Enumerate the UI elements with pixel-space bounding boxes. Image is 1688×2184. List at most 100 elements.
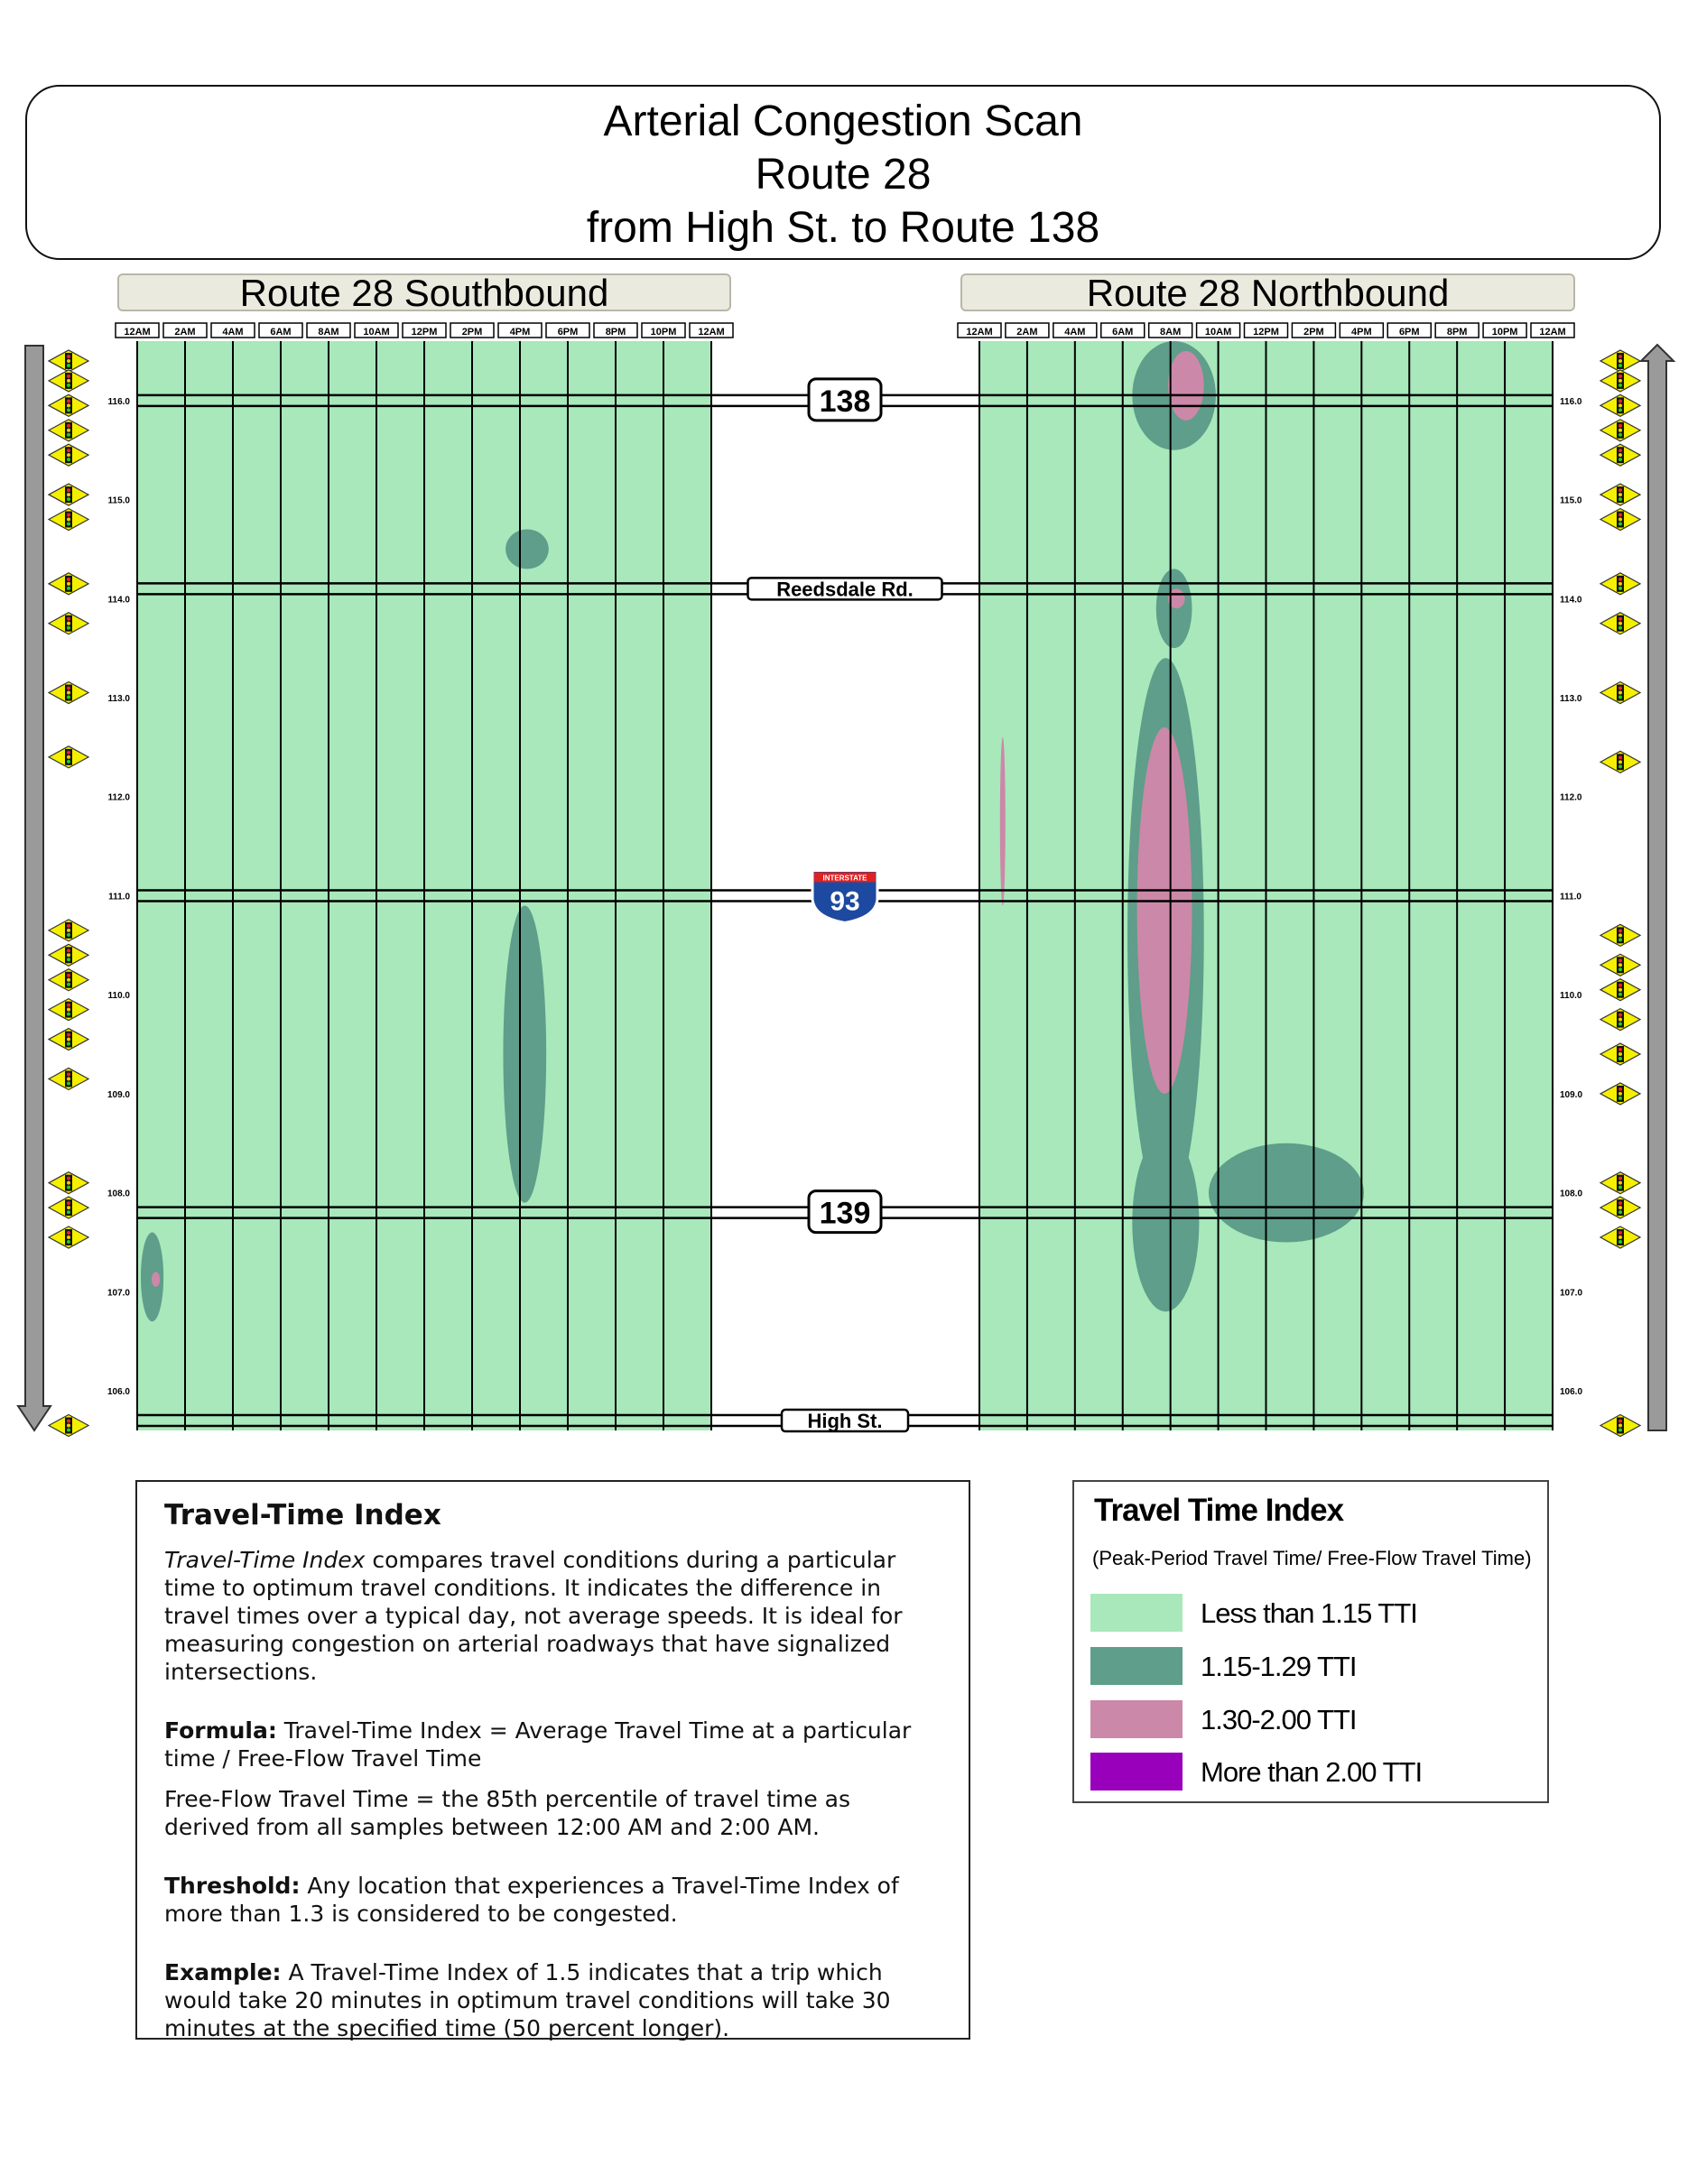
southbound-mile-tick-label: 116.0 xyxy=(108,397,131,407)
route-shield-label: 138 xyxy=(820,384,871,419)
traffic-signal-green xyxy=(1618,432,1622,437)
legend-swatch xyxy=(1090,1700,1183,1738)
southbound-time-tick-label: 12AM xyxy=(124,327,150,338)
traffic-signal-green xyxy=(1618,1210,1622,1215)
northbound-congestion-region xyxy=(1155,569,1192,649)
traffic-signal-yellow xyxy=(1618,1235,1622,1240)
northbound-time-tick-box xyxy=(1005,322,1050,338)
legend-subtitle: (Peak-Period Travel Time/ Free-Flow Trav… xyxy=(1092,1547,1532,1569)
southbound-time-tick-box xyxy=(593,322,638,338)
traffic-signal-red xyxy=(67,616,70,621)
traffic-signal-red xyxy=(1618,1419,1622,1423)
traffic-signal-green xyxy=(1618,625,1622,630)
northbound-time-tick-label: 6AM xyxy=(1112,327,1133,338)
legend-swatch xyxy=(1090,1594,1183,1632)
traffic-signal-green xyxy=(67,625,70,630)
traffic-signal-red xyxy=(67,1201,70,1206)
traffic-signal-red xyxy=(1618,449,1622,453)
traffic-signal-yellow xyxy=(67,1007,70,1012)
traffic-signal-red xyxy=(67,354,70,358)
traffic-signal-red xyxy=(1618,755,1622,760)
interstate-shield xyxy=(811,868,879,924)
traffic-signal-yellow xyxy=(1618,690,1622,695)
traffic-signal-green xyxy=(1618,522,1622,526)
info-formula: Formula: Travel-Time Index = Average Tra… xyxy=(164,1717,941,1772)
traffic-signal-green xyxy=(1618,1022,1622,1026)
title-line-1: Arterial Congestion Scan xyxy=(603,97,1083,145)
traffic-signal-green xyxy=(67,432,70,437)
route-shield xyxy=(807,1189,883,1235)
southbound-mile-tick-label: 108.0 xyxy=(107,1189,130,1199)
northbound-mile-tick-label: 109.0 xyxy=(1560,1090,1582,1100)
southbound-congestion-region xyxy=(505,529,549,569)
traffic-signal-green xyxy=(67,586,70,590)
traffic-signal-yellow xyxy=(67,621,70,625)
northbound-congestion-region xyxy=(999,736,1006,906)
traffic-signal-yellow xyxy=(67,403,70,408)
traffic-signal-green xyxy=(1618,764,1622,769)
traffic-signal-red xyxy=(1618,1231,1622,1235)
legend-label: 1.15-1.29 TTI xyxy=(1201,1651,1358,1682)
northbound-congestion-region xyxy=(1136,726,1192,1094)
northbound-mile-tick-label: 115.0 xyxy=(1560,496,1582,506)
northbound-time-tick-box xyxy=(1387,322,1432,338)
traffic-signal-yellow xyxy=(1618,1423,1622,1428)
traffic-signal-green xyxy=(67,932,70,937)
info-threshold: Threshold: Any location that experiences… xyxy=(164,1872,941,1928)
traffic-signal-yellow xyxy=(1618,963,1622,967)
southbound-time-tick-box xyxy=(641,322,686,338)
traffic-signal-yellow xyxy=(1618,358,1622,363)
southbound-time-tick-box xyxy=(210,322,255,338)
northbound-time-tick-box xyxy=(1053,322,1098,338)
traffic-signal-green xyxy=(1618,1185,1622,1189)
traffic-signal-green xyxy=(67,497,70,502)
traffic-signal-green xyxy=(1618,695,1622,699)
northbound-mile-tick-label: 116.0 xyxy=(1560,397,1582,407)
traffic-signal-yellow xyxy=(67,1180,70,1185)
northbound-mile-tick-label: 110.0 xyxy=(1560,991,1582,1001)
southbound-time-tick-label: 12AM xyxy=(698,327,724,338)
northbound-mile-tick-label: 106.0 xyxy=(1560,1387,1582,1397)
traffic-signal-yellow xyxy=(67,581,70,586)
route-shield-label: 139 xyxy=(820,1197,871,1231)
traffic-signal-yellow xyxy=(67,358,70,363)
traffic-signal-yellow xyxy=(1618,378,1622,383)
northbound-time-tick-label: 4AM xyxy=(1064,327,1085,338)
legend-title: Travel Time Index xyxy=(1094,1493,1344,1528)
traffic-signal-green xyxy=(67,1012,70,1016)
traffic-signal-yellow xyxy=(67,1037,70,1041)
traffic-signal-red xyxy=(67,1003,70,1007)
title-box: Arterial Congestion Scan Route 28 from H… xyxy=(25,85,1661,260)
tti-info-box: Travel-Time Index Travel-Time Index comp… xyxy=(135,1480,970,2042)
northbound-time-tick-box xyxy=(957,322,1002,338)
northbound-time-tick-label: 2PM xyxy=(1303,327,1324,338)
southbound-time-tick-box xyxy=(689,322,734,338)
traffic-signal-red xyxy=(67,1072,70,1077)
traffic-signal-red xyxy=(1618,929,1622,933)
traffic-signal-red xyxy=(67,1032,70,1037)
traffic-signal-green xyxy=(1618,383,1622,387)
southbound-mile-tick-label: 114.0 xyxy=(108,595,131,605)
northbound-time-tick-label: 6PM xyxy=(1399,327,1420,338)
traffic-signal-yellow xyxy=(67,1077,70,1081)
traffic-signal-red xyxy=(1618,423,1622,428)
southbound-time-tick-label: 2AM xyxy=(174,327,195,338)
info-example: Example: A Travel-Time Index of 1.5 indi… xyxy=(164,1958,941,2042)
northbound-time-tick-box xyxy=(1195,322,1241,338)
traffic-signal-yellow xyxy=(67,1235,70,1240)
route-shield xyxy=(807,377,883,422)
northbound-time-tick-label: 12PM xyxy=(1253,327,1279,338)
traffic-signal-green xyxy=(1618,408,1622,412)
street-label: Reedsdale Rd. xyxy=(776,578,914,600)
southbound-direction-arrow xyxy=(16,345,52,1432)
traffic-signal-green xyxy=(67,958,70,962)
traffic-signal-green xyxy=(1618,1057,1622,1061)
northbound-time-tick-label: 8PM xyxy=(1447,327,1468,338)
traffic-signal-red xyxy=(67,750,70,754)
traffic-signal-yellow xyxy=(1618,517,1622,522)
traffic-signal-red xyxy=(67,949,70,953)
traffic-signal-green xyxy=(67,383,70,387)
info-heading: Travel-Time Index xyxy=(164,1499,441,1532)
traffic-signal-yellow xyxy=(1618,428,1622,432)
northbound-time-tick-label: 12AM xyxy=(1539,327,1565,338)
